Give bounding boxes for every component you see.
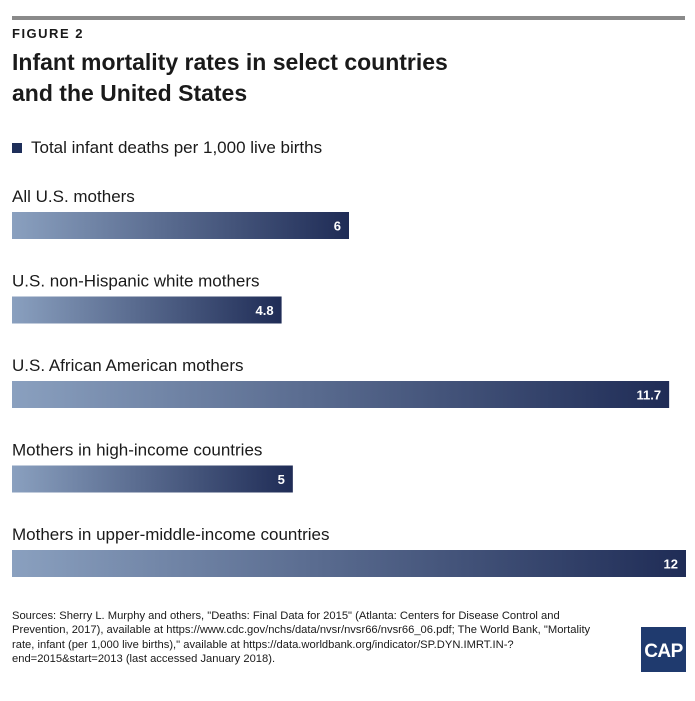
figure-label: FIGURE 2	[12, 26, 84, 41]
chart-title: Infant mortality rates in select countri…	[12, 47, 532, 109]
bar-value-label: 5	[278, 472, 285, 487]
bar-value-label: 11.7	[637, 388, 662, 403]
source-note: Sources: Sherry L. Murphy and others, "D…	[12, 610, 591, 666]
category-label: Mothers in upper-middle-income countries	[12, 525, 329, 544]
legend-label: Total infant deaths per 1,000 live birth…	[31, 138, 323, 157]
cap-logo-mark: CAP	[644, 641, 684, 662]
bar	[12, 212, 349, 239]
cap-logo: CAP	[641, 627, 686, 672]
category-label: U.S. African American mothers	[12, 356, 243, 375]
bar-chart: All U.S. mothers 6 U.S. non-Hispanic white…	[12, 187, 686, 577]
bar	[12, 465, 293, 493]
category-label: Mothers in high-income countries	[12, 441, 262, 460]
top-rule	[12, 16, 685, 20]
bar	[12, 381, 670, 408]
bar-value-label: 12	[664, 557, 678, 572]
chart-title-line-1: Infant mortality rates in select countri…	[12, 49, 448, 75]
legend-swatch	[12, 143, 22, 153]
category-label: All U.S. mothers	[12, 187, 135, 206]
chart-legend: Total infant deaths per 1,000 live birth…	[12, 138, 322, 158]
logo-text: CAP	[644, 641, 683, 662]
bar	[12, 296, 282, 324]
bar-value-label: 6	[334, 219, 341, 234]
bar	[12, 550, 686, 577]
category-label: U.S. non-Hispanic white mothers	[12, 272, 260, 291]
chart-title-line-2: and the United States	[12, 80, 248, 106]
bar-value-label: 4.8	[256, 303, 274, 318]
